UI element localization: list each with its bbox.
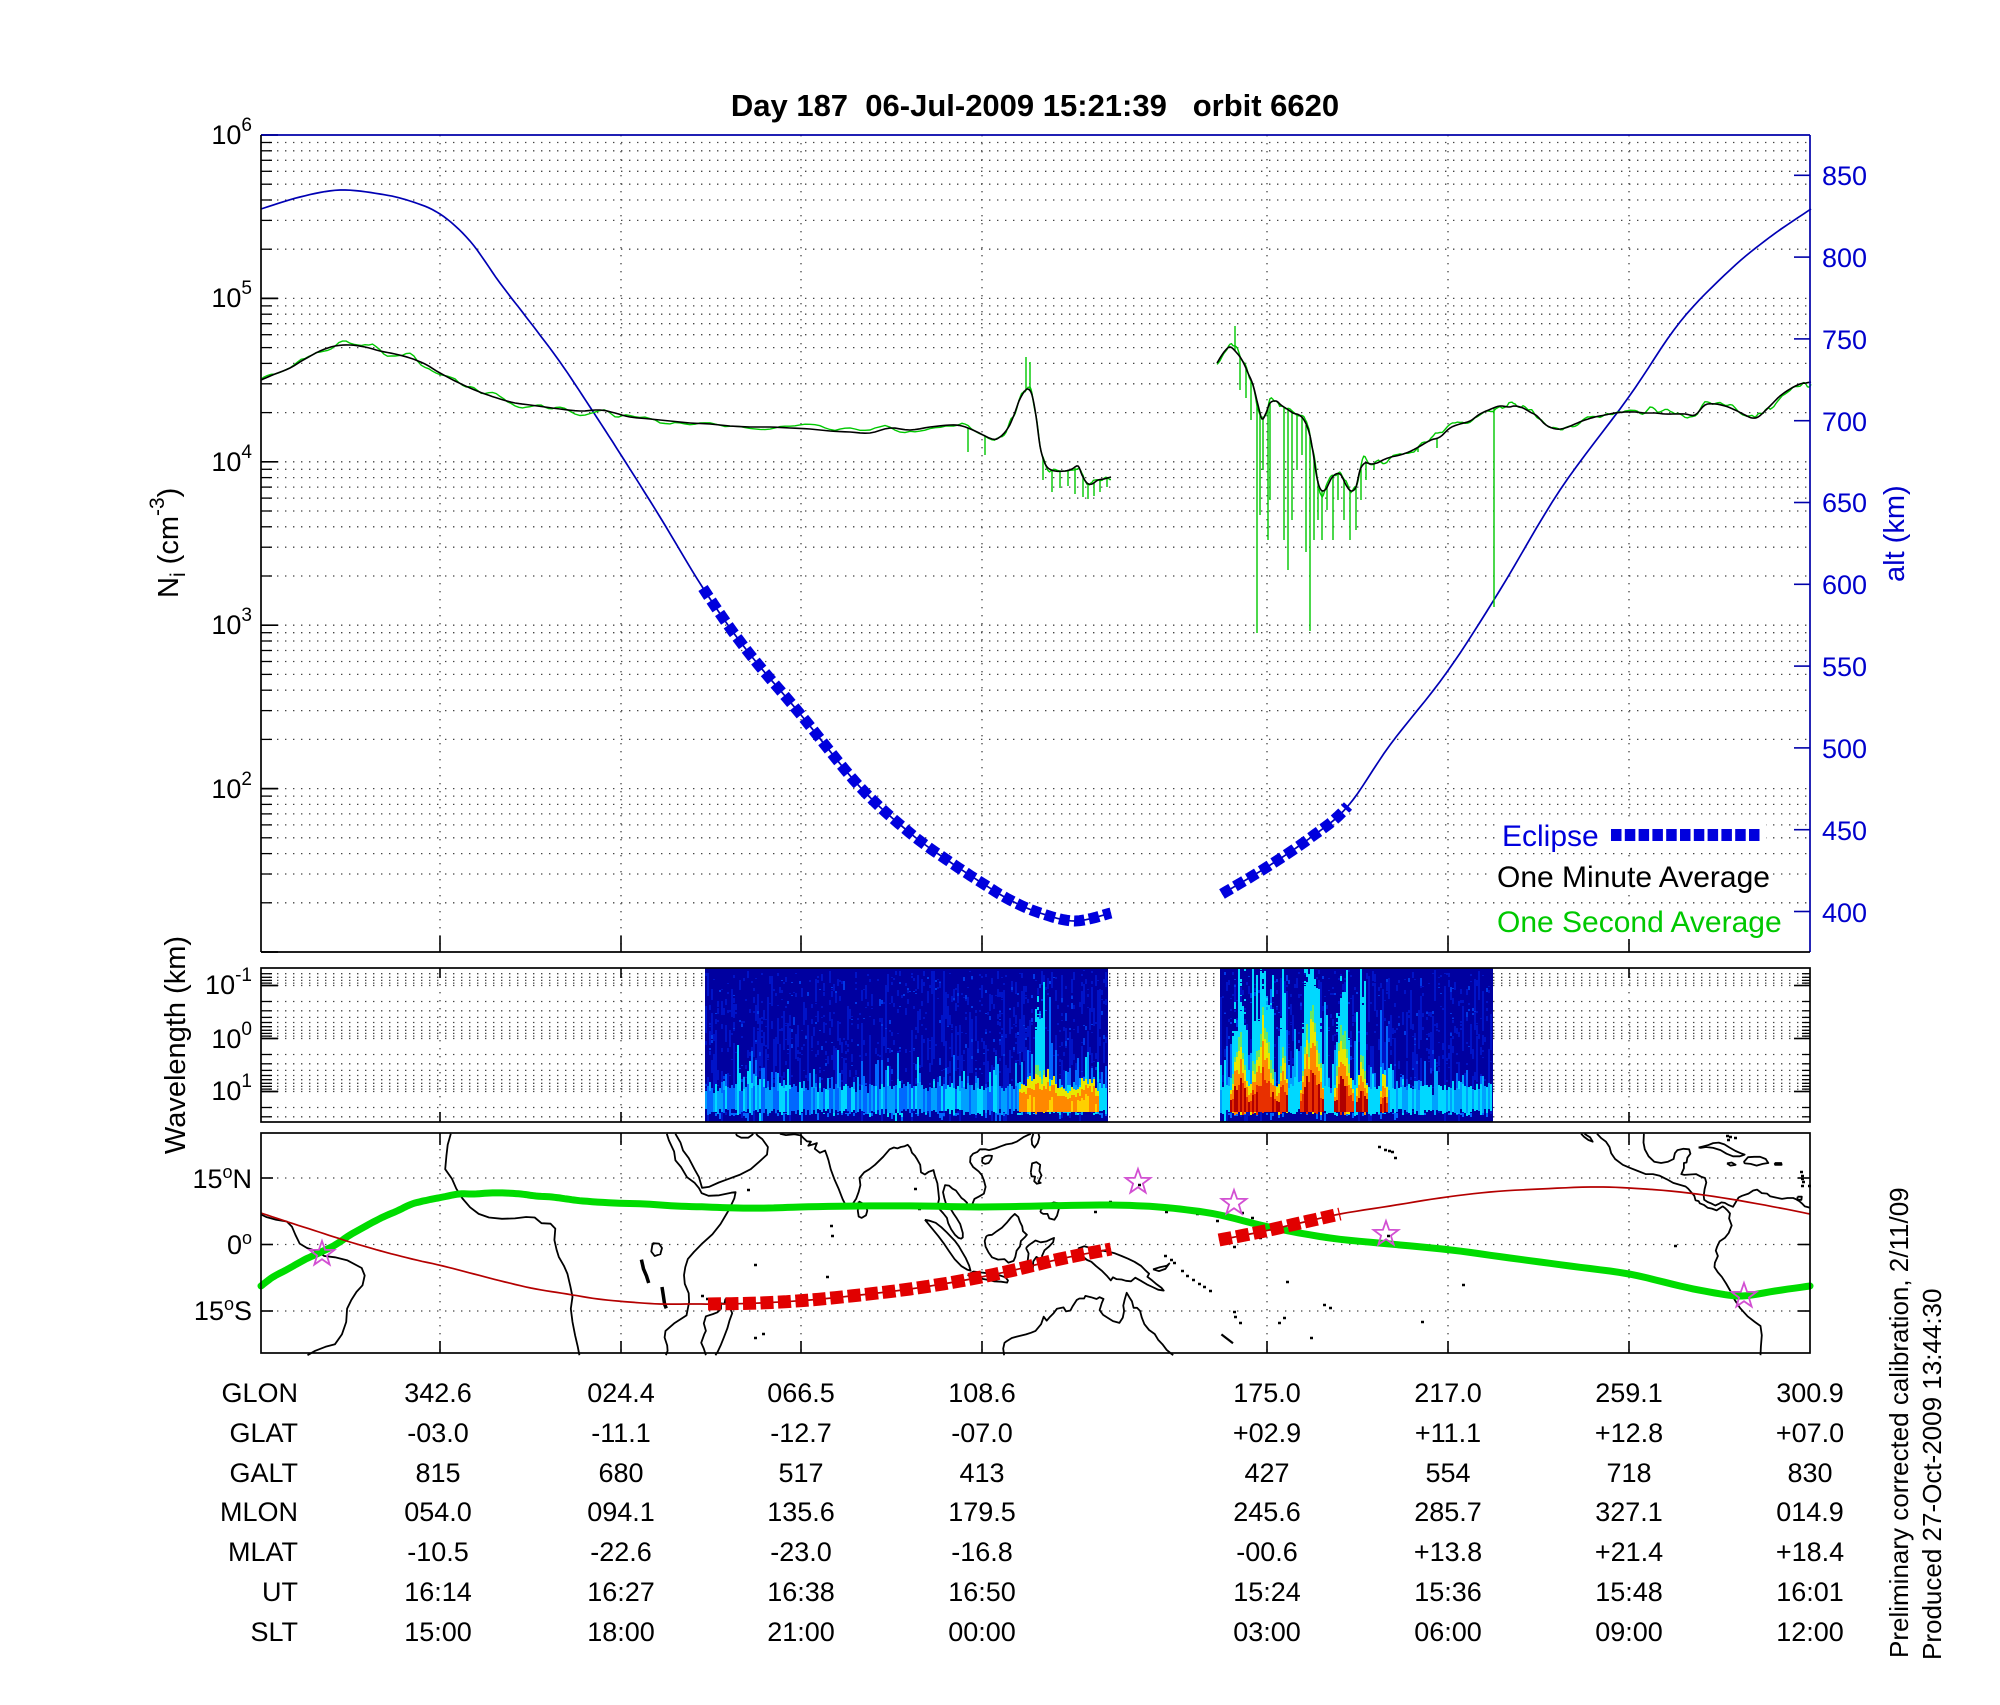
svg-text:+12.8: +12.8: [1595, 1418, 1663, 1448]
svg-text:554: 554: [1425, 1458, 1470, 1488]
svg-text:700: 700: [1822, 407, 1867, 437]
svg-text:-12.7: -12.7: [770, 1418, 832, 1448]
svg-text:342.6: 342.6: [404, 1378, 472, 1408]
svg-text:Produced 27-Oct-2009 13:44:30: Produced 27-Oct-2009 13:44:30: [1917, 1289, 1947, 1660]
svg-text:+21.4: +21.4: [1595, 1537, 1663, 1567]
svg-text:259.1: 259.1: [1595, 1378, 1663, 1408]
svg-text:UT: UT: [262, 1577, 298, 1607]
svg-text:-22.6: -22.6: [590, 1537, 652, 1567]
svg-text:One Minute Average: One Minute Average: [1497, 861, 1770, 894]
svg-text:500: 500: [1822, 734, 1867, 764]
svg-text:16:01: 16:01: [1776, 1577, 1844, 1607]
svg-text:800: 800: [1822, 243, 1867, 273]
svg-text:GALT: GALT: [229, 1458, 298, 1488]
svg-text:09:00: 09:00: [1595, 1617, 1663, 1647]
svg-text:217.0: 217.0: [1414, 1378, 1482, 1408]
svg-text:15:48: 15:48: [1595, 1577, 1663, 1607]
svg-text:300.9: 300.9: [1776, 1378, 1844, 1408]
svg-text:+07.0: +07.0: [1776, 1418, 1844, 1448]
svg-text:+11.1: +11.1: [1415, 1418, 1481, 1448]
svg-text:alt (km): alt (km): [1879, 485, 1911, 582]
svg-text:15:24: 15:24: [1233, 1577, 1301, 1607]
svg-text:Eclipse: Eclipse: [1502, 820, 1599, 853]
svg-text:16:14: 16:14: [404, 1577, 472, 1607]
svg-text:00:00: 00:00: [948, 1617, 1016, 1647]
svg-text:15oS: 15oS: [194, 1294, 252, 1326]
svg-text:450: 450: [1822, 816, 1867, 846]
svg-text:GLON: GLON: [221, 1378, 298, 1408]
svg-text:175.0: 175.0: [1233, 1378, 1301, 1408]
svg-text:12:00: 12:00: [1776, 1617, 1844, 1647]
svg-text:-07.0: -07.0: [951, 1418, 1013, 1448]
svg-text:517: 517: [778, 1458, 823, 1488]
svg-text:15oN: 15oN: [192, 1162, 252, 1194]
svg-text:Wavelength (km): Wavelength (km): [160, 936, 192, 1154]
svg-text:245.6: 245.6: [1233, 1497, 1301, 1527]
svg-text:815: 815: [415, 1458, 460, 1488]
svg-text:Preliminary corrected calibrat: Preliminary corrected calibration, 2/11/…: [1884, 1187, 1914, 1658]
svg-text:18:00: 18:00: [587, 1617, 655, 1647]
svg-text:-16.8: -16.8: [951, 1537, 1013, 1567]
svg-text:427: 427: [1244, 1458, 1289, 1488]
svg-text:15:00: 15:00: [404, 1617, 472, 1647]
svg-text:-11.1: -11.1: [591, 1418, 651, 1448]
svg-text:MLAT: MLAT: [228, 1537, 298, 1567]
svg-text:066.5: 066.5: [767, 1378, 835, 1408]
svg-text:850: 850: [1822, 161, 1867, 191]
svg-text:135.6: 135.6: [767, 1497, 835, 1527]
svg-text:413: 413: [959, 1458, 1004, 1488]
svg-text:+13.8: +13.8: [1414, 1537, 1482, 1567]
svg-text:21:00: 21:00: [767, 1617, 835, 1647]
svg-text:285.7: 285.7: [1414, 1497, 1482, 1527]
svg-text:014.9: 014.9: [1776, 1497, 1844, 1527]
svg-text:-00.6: -00.6: [1236, 1537, 1298, 1567]
svg-text:+02.9: +02.9: [1233, 1418, 1301, 1448]
svg-text:Day 187 06-Jul-2009 15:21:39: Day 187 06-Jul-2009 15:21:39 orbit 6620: [731, 88, 1339, 123]
svg-text:-23.0: -23.0: [770, 1537, 832, 1567]
svg-text:054.0: 054.0: [404, 1497, 472, 1527]
svg-text:750: 750: [1822, 325, 1867, 355]
svg-text:+18.4: +18.4: [1776, 1537, 1844, 1567]
svg-text:-10.5: -10.5: [407, 1537, 469, 1567]
svg-text:108.6: 108.6: [948, 1378, 1016, 1408]
svg-text:One Second Average: One Second Average: [1497, 906, 1782, 939]
svg-text:03:00: 03:00: [1233, 1617, 1301, 1647]
svg-text:024.4: 024.4: [587, 1378, 655, 1408]
svg-text:Ni (cm-3): Ni (cm-3): [146, 488, 190, 598]
svg-text:094.1: 094.1: [587, 1497, 655, 1527]
svg-text:16:38: 16:38: [767, 1577, 835, 1607]
svg-text:830: 830: [1787, 1458, 1832, 1488]
svg-text:16:27: 16:27: [587, 1577, 655, 1607]
svg-text:650: 650: [1822, 488, 1867, 518]
svg-text:06:00: 06:00: [1414, 1617, 1482, 1647]
svg-text:550: 550: [1822, 652, 1867, 682]
svg-text:15:36: 15:36: [1414, 1577, 1482, 1607]
svg-text:718: 718: [1606, 1458, 1651, 1488]
svg-text:600: 600: [1822, 570, 1867, 600]
svg-text:MLON: MLON: [220, 1497, 298, 1527]
svg-text:GLAT: GLAT: [229, 1418, 298, 1448]
svg-text:179.5: 179.5: [948, 1497, 1016, 1527]
svg-text:SLT: SLT: [250, 1617, 298, 1647]
svg-text:680: 680: [598, 1458, 643, 1488]
svg-text:-03.0: -03.0: [407, 1418, 469, 1448]
svg-text:400: 400: [1822, 898, 1867, 928]
svg-text:327.1: 327.1: [1595, 1497, 1663, 1527]
svg-text:16:50: 16:50: [948, 1577, 1016, 1607]
